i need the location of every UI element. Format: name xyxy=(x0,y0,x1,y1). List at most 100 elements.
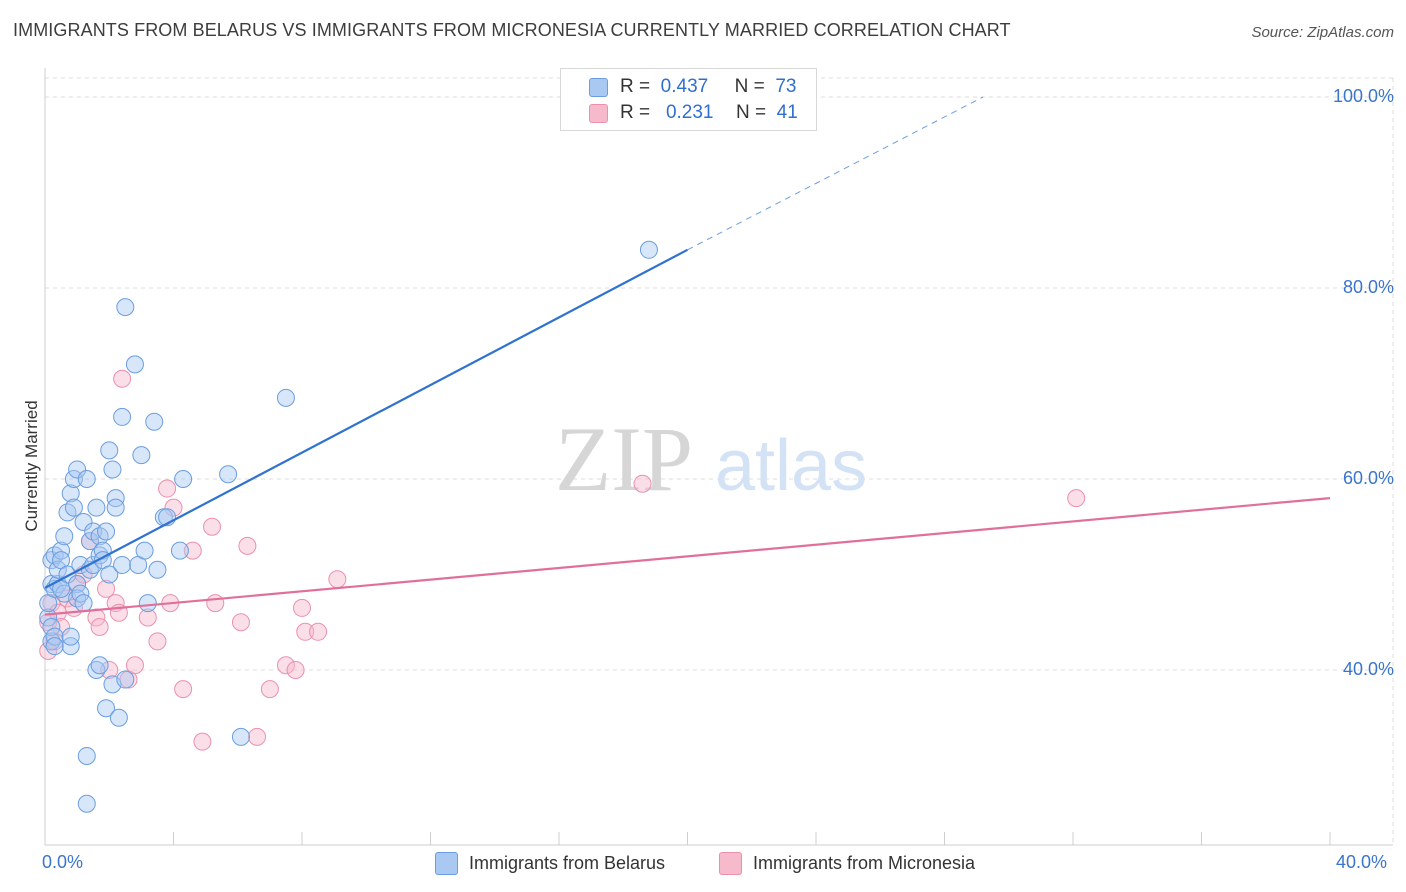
point-belarus xyxy=(109,708,128,727)
point-micronesia xyxy=(203,517,222,536)
x-tick-label-min: 0.0% xyxy=(42,852,84,872)
legend-n-value-micronesia: 41 xyxy=(776,102,798,123)
point-belarus xyxy=(148,560,167,579)
point-micronesia xyxy=(158,479,177,498)
legend-r-value-belarus: 0.437 xyxy=(660,76,709,97)
point-belarus xyxy=(135,541,154,560)
point-belarus xyxy=(87,661,106,679)
point-belarus xyxy=(77,746,96,765)
point-micronesia xyxy=(296,622,315,641)
legend-swatch-belarus xyxy=(589,77,608,97)
point-belarus xyxy=(58,503,77,522)
point-belarus xyxy=(68,589,87,608)
point-belarus xyxy=(113,555,132,574)
point-micronesia xyxy=(138,608,157,627)
source-credit: Source: ZipAtlas.com xyxy=(1251,24,1394,41)
point-micronesia xyxy=(231,613,250,632)
point-belarus xyxy=(55,527,74,546)
point-belarus xyxy=(77,794,96,813)
point-belarus xyxy=(106,489,125,508)
y-tick-label: 60.0% xyxy=(1342,468,1394,488)
legend-swatch-micronesia xyxy=(589,103,608,123)
point-belarus xyxy=(116,298,135,317)
point-belarus xyxy=(97,522,116,541)
point-belarus xyxy=(100,441,119,460)
point-belarus xyxy=(231,727,250,746)
point-belarus xyxy=(45,637,64,656)
point-belarus xyxy=(84,522,103,541)
watermark-atlas: atlas xyxy=(715,426,867,506)
point-belarus xyxy=(80,532,99,551)
legend-n-label: N = xyxy=(735,102,767,123)
watermark: ZIP atlas xyxy=(555,408,867,510)
series-belarus-points xyxy=(39,240,658,813)
point-belarus xyxy=(103,460,122,479)
series-name-belarus: Immigrants from Belarus xyxy=(469,853,666,873)
legend-n-label: N = xyxy=(734,76,765,97)
point-belarus xyxy=(71,584,90,603)
point-belarus xyxy=(106,498,125,517)
legend-r-label: R = xyxy=(620,102,651,123)
trend-line-belarus xyxy=(44,248,689,589)
point-micronesia xyxy=(633,474,652,493)
series-name-micronesia: Immigrants from Micronesia xyxy=(753,853,976,873)
point-belarus xyxy=(64,498,83,517)
series-swatch-belarus xyxy=(435,852,458,875)
series-legend-micronesia[interactable]: Immigrants from Micronesia xyxy=(719,852,975,875)
point-belarus xyxy=(74,512,93,531)
point-belarus xyxy=(174,470,193,488)
point-belarus xyxy=(90,527,109,546)
point-micronesia xyxy=(183,541,202,560)
trend-line-belarus-extension xyxy=(687,96,984,251)
y-tick-label: 80.0% xyxy=(1342,277,1394,297)
watermark-zip: ZIP xyxy=(555,408,693,510)
point-belarus xyxy=(45,546,64,565)
trend-lines xyxy=(44,96,1331,616)
stats-legend: R = 0.437 N = 73 R = 0.231 N = 41 xyxy=(560,68,817,131)
y-tick-label: 40.0% xyxy=(1342,659,1394,679)
point-micronesia xyxy=(52,618,71,637)
point-belarus xyxy=(42,632,61,651)
series-micronesia-points xyxy=(39,369,1086,751)
chart-title: IMMIGRANTS FROM BELARUS VS IMMIGRANTS FR… xyxy=(13,20,1011,40)
legend-row-micronesia: R = 0.231 N = 41 xyxy=(589,101,798,125)
point-micronesia xyxy=(293,598,311,617)
point-belarus xyxy=(116,670,135,689)
point-micronesia xyxy=(174,680,193,699)
point-belarus xyxy=(52,541,71,560)
point-belarus xyxy=(45,627,64,646)
point-belarus xyxy=(170,541,189,560)
point-belarus xyxy=(97,699,116,718)
point-micronesia xyxy=(193,732,212,751)
point-micronesia xyxy=(286,661,305,679)
series-legend-belarus[interactable]: Immigrants from Belarus xyxy=(435,852,665,875)
legend-r-value-micronesia: 0.231 xyxy=(665,102,714,123)
point-micronesia xyxy=(260,680,279,699)
y-axis-label: Currently Married xyxy=(22,400,41,532)
point-micronesia xyxy=(248,727,267,746)
point-micronesia xyxy=(125,656,144,675)
legend-n-value-belarus: 73 xyxy=(775,76,797,97)
trend-line-micronesia xyxy=(44,497,1331,616)
legend-row-belarus: R = 0.437 N = 73 xyxy=(589,75,796,99)
point-micronesia xyxy=(309,622,328,641)
point-micronesia xyxy=(148,632,167,651)
point-belarus xyxy=(87,498,106,517)
point-micronesia xyxy=(206,594,225,613)
point-belarus xyxy=(639,240,658,259)
point-micronesia xyxy=(164,498,183,517)
point-belarus xyxy=(276,388,295,407)
point-belarus xyxy=(125,355,144,374)
point-belarus xyxy=(90,656,109,675)
point-belarus xyxy=(77,470,96,488)
axes xyxy=(44,68,1393,846)
point-belarus xyxy=(145,412,164,431)
point-micronesia xyxy=(100,661,119,679)
point-micronesia xyxy=(97,579,116,598)
point-belarus xyxy=(100,565,119,584)
point-micronesia xyxy=(328,570,347,589)
point-belarus xyxy=(61,627,80,646)
point-micronesia xyxy=(113,369,132,388)
x-tick-label-max: 40.0% xyxy=(1336,852,1388,872)
